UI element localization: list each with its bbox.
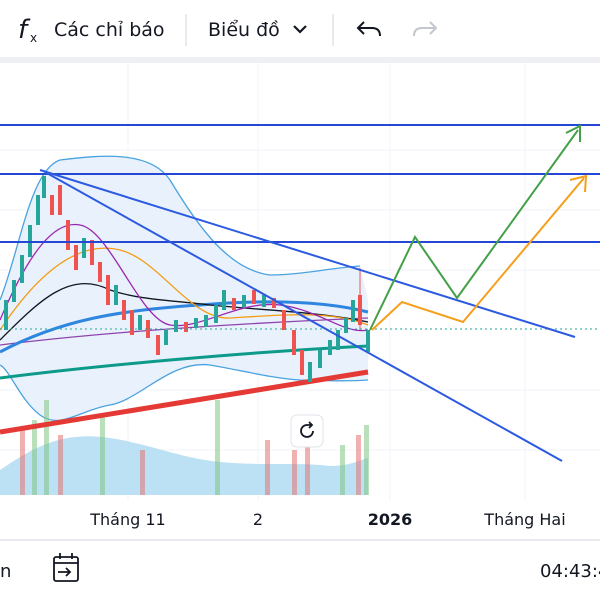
trendlines	[39, 169, 576, 462]
redo-icon[interactable]	[413, 21, 438, 37]
candles	[4, 176, 370, 382]
ma-blue	[0, 300, 369, 354]
band-fill	[0, 156, 368, 421]
band-lower	[0, 364, 369, 422]
projection-orange	[371, 177, 585, 331]
footer-time: 04:43:4	[540, 561, 600, 582]
toolbar-border	[0, 57, 600, 63]
chevron	[293, 25, 307, 34]
ma-teal	[0, 344, 369, 380]
chart-type-button[interactable]: Biểu đồ	[208, 19, 280, 41]
undo-icon[interactable]	[356, 21, 381, 37]
reset-icon	[300, 421, 314, 438]
levels	[0, 124, 600, 243]
band-upper	[0, 155, 361, 301]
footer-left: n	[0, 561, 11, 582]
indicators-button[interactable]: Các chỉ báo	[54, 19, 165, 41]
calendar-icon[interactable]	[53, 553, 79, 582]
arrowhead-orange	[569, 174, 588, 193]
time-label: Tháng 11	[89, 510, 165, 529]
ma-purple	[0, 223, 369, 332]
projection-green	[369, 129, 579, 331]
reset-button[interactable]	[290, 414, 324, 448]
volume-bars	[20, 400, 369, 495]
ma-purple-slow	[0, 317, 369, 346]
toolbar: f x Các chỉ báo Biểu đồ	[18, 14, 438, 46]
arrowhead-green	[565, 124, 581, 142]
time-label: Tháng Hai	[483, 510, 565, 529]
time-label: 2	[253, 510, 263, 529]
fx-icon-sub: x	[30, 31, 37, 45]
time-axis: Tháng 11 2 2026 Tháng Hai	[89, 510, 565, 529]
chart	[0, 63, 600, 500]
ma-red	[0, 369, 369, 435]
volume-area	[0, 436, 368, 495]
time-label: 2026	[368, 510, 413, 529]
